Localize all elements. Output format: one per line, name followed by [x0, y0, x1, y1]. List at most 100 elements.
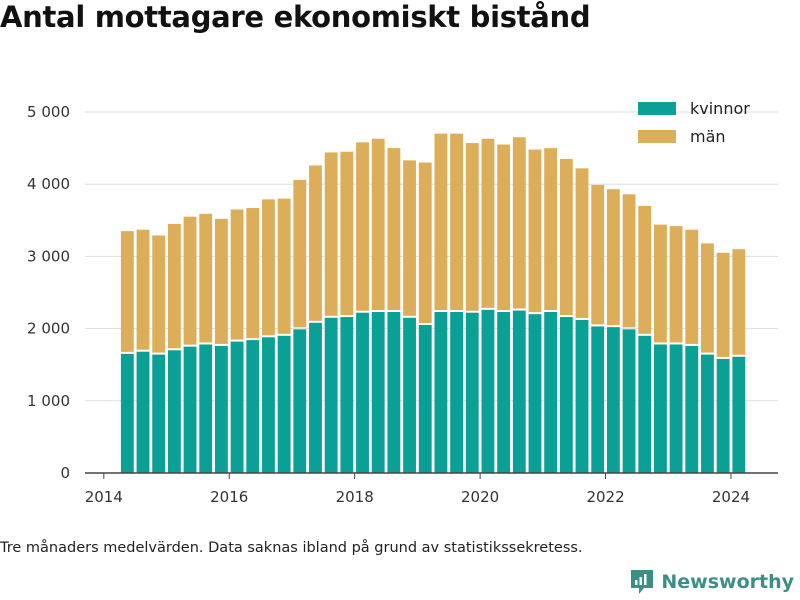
bar-man: [277, 198, 291, 334]
bar-man: [167, 223, 181, 349]
y-axis-tick-labels: 0 1 000 2 000 3 000 4 000 5 000: [27, 103, 70, 482]
bar-kvinnor: [152, 354, 166, 473]
bar-kvinnor: [418, 324, 432, 473]
bar-kvinnor: [356, 312, 369, 473]
bar-man: [230, 209, 244, 340]
bar-man: [497, 144, 511, 310]
bar-kvinnor: [199, 344, 213, 473]
legend-label: kvinnor: [690, 99, 750, 118]
y-tick-label: 5 000: [27, 103, 70, 121]
y-tick-label: 2 000: [27, 320, 70, 338]
bar-man: [606, 189, 620, 326]
newsworthy-logo-icon: [631, 570, 654, 594]
bar-man: [387, 148, 401, 310]
bar-kvinnor: [450, 311, 464, 473]
bar-kvinnor: [309, 322, 322, 473]
bar-man: [418, 162, 432, 323]
bars: [120, 133, 746, 473]
bar-kvinnor: [230, 341, 244, 473]
bar-kvinnor: [716, 358, 730, 473]
bar-man: [371, 138, 385, 310]
bar-man: [544, 148, 558, 310]
bar-man: [309, 165, 322, 321]
brand-logo[interactable]: Newsworthy: [629, 568, 794, 596]
bar-man: [701, 243, 714, 353]
bar-man: [403, 160, 416, 316]
bar-kvinnor: [214, 345, 228, 473]
bar-kvinnor: [324, 317, 338, 473]
bar-kvinnor: [387, 311, 401, 473]
bar-kvinnor: [512, 310, 526, 473]
bar-man: [512, 137, 526, 309]
bar-man: [450, 133, 464, 310]
bar-kvinnor: [575, 319, 589, 473]
bar-man: [199, 213, 213, 343]
bar-kvinnor: [497, 311, 511, 473]
x-tick-label: 2018: [336, 488, 374, 506]
y-tick-label: 4 000: [27, 175, 70, 193]
bar-man: [528, 149, 542, 313]
bar-man: [685, 229, 699, 344]
bar-kvinnor: [293, 329, 307, 473]
bar-kvinnor: [685, 345, 699, 473]
bar-man: [465, 143, 479, 311]
bar-kvinnor: [465, 312, 479, 473]
legend-swatch: [638, 102, 676, 115]
bar-man: [293, 179, 307, 328]
bar-kvinnor: [528, 314, 542, 473]
brand-name: Newsworthy: [661, 571, 794, 593]
bar-man: [246, 208, 260, 339]
bar-kvinnor: [544, 311, 558, 473]
bar-kvinnor: [262, 337, 275, 473]
bar-man: [669, 226, 683, 343]
bar-man: [638, 205, 652, 334]
bar-kvinnor: [559, 317, 573, 473]
y-tick-label: 3 000: [27, 247, 70, 265]
bar-man: [622, 194, 636, 328]
bar-man: [732, 249, 746, 355]
bar-man: [262, 199, 275, 336]
bar-man: [716, 252, 730, 357]
bar-kvinnor: [136, 351, 150, 473]
bar-man: [481, 138, 495, 308]
bar-kvinnor: [701, 354, 714, 473]
bar-man: [324, 152, 338, 316]
bar-kvinnor: [434, 311, 448, 473]
bar-kvinnor: [183, 346, 197, 473]
y-tick-label: 0: [60, 464, 70, 482]
bar-man: [340, 151, 354, 316]
bar-man: [653, 224, 667, 343]
y-tick-label: 1 000: [27, 392, 70, 410]
bar-man: [559, 158, 573, 316]
bar-man: [136, 229, 150, 350]
bar-kvinnor: [638, 335, 652, 473]
bar-kvinnor: [653, 344, 667, 473]
bar-kvinnor: [371, 311, 385, 473]
bar-man: [591, 184, 605, 325]
bar-man: [356, 142, 369, 311]
bar-kvinnor: [167, 350, 181, 473]
bar-kvinnor: [277, 335, 291, 473]
x-axis: 2014 2016 2018 2020 2022 2024: [85, 472, 778, 506]
bar-kvinnor: [403, 317, 416, 473]
bar-man: [120, 231, 134, 352]
legend-swatch: [638, 130, 676, 143]
bar-kvinnor: [120, 353, 134, 473]
legend: kvinnor män: [638, 99, 750, 146]
bar-kvinnor: [481, 309, 495, 473]
bar-man: [575, 168, 589, 318]
x-tick-label: 2020: [461, 488, 499, 506]
bar-man: [214, 218, 228, 344]
bar-kvinnor: [606, 327, 620, 473]
bar-man: [152, 235, 166, 353]
bar-kvinnor: [246, 340, 260, 473]
bar-kvinnor: [622, 329, 636, 473]
x-tick-label: 2022: [586, 488, 624, 506]
bar-man: [183, 216, 197, 345]
bar-kvinnor: [591, 326, 605, 473]
bar-man: [434, 133, 448, 310]
footnote: Tre månaders medelvärden. Data saknas ib…: [0, 540, 583, 556]
legend-label: män: [690, 127, 726, 146]
bar-kvinnor: [732, 356, 746, 473]
